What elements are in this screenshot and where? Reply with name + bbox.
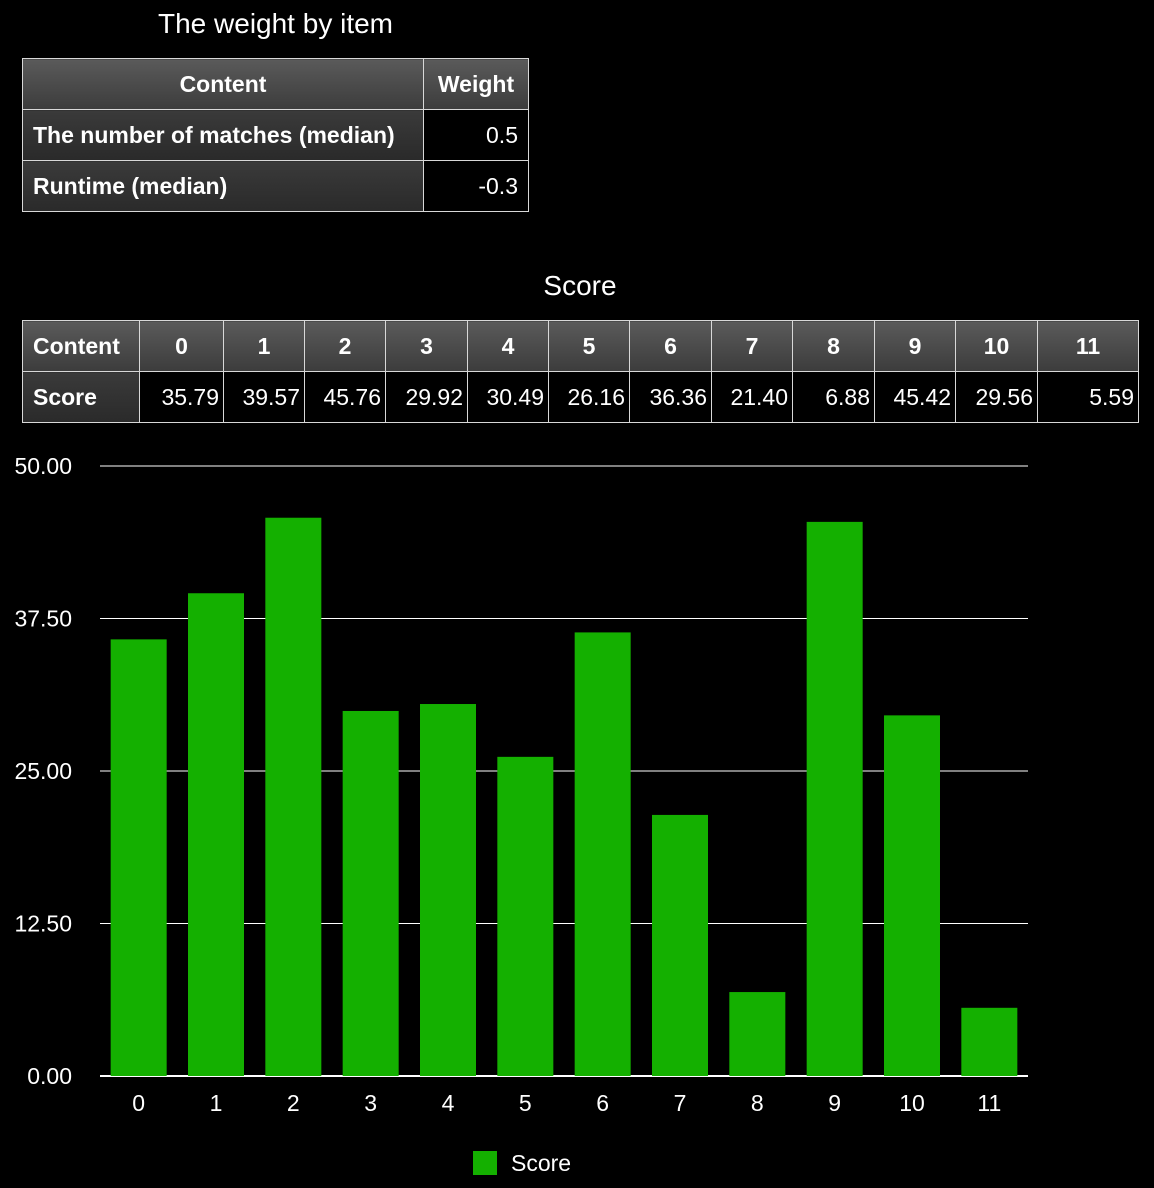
score-value-cell: 35.79 xyxy=(139,371,224,423)
bar xyxy=(265,517,322,1076)
bar xyxy=(110,639,167,1076)
bar xyxy=(884,715,940,1076)
weight-header-weight: Weight xyxy=(423,58,529,110)
weight-table-header-row: Content Weight xyxy=(22,58,529,110)
bars xyxy=(110,517,1018,1076)
x-tick-label: 0 xyxy=(132,1090,145,1116)
score-value-cell: 6.88 xyxy=(792,371,875,423)
x-tick-label: 10 xyxy=(899,1090,925,1116)
x-axis-ticks: 0 1 2 3 4 5 6 7 8 9 10 11 xyxy=(132,1090,1001,1116)
weight-row-label: Runtime (median) xyxy=(22,160,424,212)
score-value-cell: 45.42 xyxy=(874,371,956,423)
score-header-cell: 3 xyxy=(385,320,468,372)
bar xyxy=(574,632,631,1076)
weight-table: Content Weight The number of matches (me… xyxy=(22,58,529,212)
bar xyxy=(188,593,244,1076)
weight-table-row: Runtime (median) -0.3 xyxy=(22,160,529,212)
weight-header-content: Content xyxy=(22,58,424,110)
legend-label: Score xyxy=(511,1150,571,1176)
score-value-cell: 29.56 xyxy=(955,371,1038,423)
x-tick-label: 11 xyxy=(977,1090,1001,1116)
bar xyxy=(342,710,399,1076)
score-header-cell: 11 xyxy=(1037,320,1139,372)
score-value-cell: 39.57 xyxy=(223,371,305,423)
grid-lines xyxy=(100,465,1028,1077)
legend: Score xyxy=(473,1150,571,1176)
score-header-cell: 7 xyxy=(711,320,793,372)
score-value-cell: 21.40 xyxy=(711,371,793,423)
score-value-cell: 30.49 xyxy=(467,371,549,423)
bar xyxy=(420,704,476,1076)
x-tick-label: 1 xyxy=(210,1090,223,1116)
score-row-label: Score xyxy=(22,371,140,423)
weight-table-title: The weight by item xyxy=(158,8,393,39)
score-value-cell: 5.59 xyxy=(1037,371,1139,423)
x-tick-label: 2 xyxy=(287,1090,300,1116)
score-header-cell: 2 xyxy=(304,320,386,372)
bar xyxy=(961,1007,1018,1076)
score-header-cell: 1 xyxy=(223,320,305,372)
score-header-cell: 5 xyxy=(548,320,630,372)
bar xyxy=(729,992,786,1076)
x-tick-label: 8 xyxy=(751,1090,764,1116)
score-value-cell: 29.92 xyxy=(385,371,468,423)
weight-table-row: The number of matches (median) 0.5 xyxy=(22,109,529,161)
y-tick-label: 37.50 xyxy=(14,606,72,632)
score-header-cell: 8 xyxy=(792,320,875,372)
score-header-cell: 6 xyxy=(629,320,712,372)
score-table-header-row: Content 0 1 2 3 4 5 6 7 8 9 10 11 xyxy=(22,320,1139,372)
weight-row-label: The number of matches (median) xyxy=(22,109,424,161)
x-tick-label: 9 xyxy=(828,1090,841,1116)
score-header-cell: 9 xyxy=(874,320,956,372)
score-header-content: Content xyxy=(22,320,140,372)
y-tick-label: 25.00 xyxy=(14,758,72,784)
weight-row-value: -0.3 xyxy=(423,160,529,212)
score-value-cell: 26.16 xyxy=(548,371,630,423)
score-table-value-row: Score 35.79 39.57 45.76 29.92 30.49 26.1… xyxy=(22,371,1139,423)
y-tick-label: 12.50 xyxy=(14,911,72,937)
score-value-cell: 36.36 xyxy=(629,371,712,423)
bar xyxy=(497,756,554,1076)
y-tick-label: 0.00 xyxy=(27,1063,72,1089)
x-tick-label: 7 xyxy=(674,1090,687,1116)
x-tick-label: 3 xyxy=(364,1090,377,1116)
x-tick-label: 4 xyxy=(442,1090,455,1116)
y-tick-label: 50.00 xyxy=(14,453,72,479)
legend-swatch xyxy=(473,1151,497,1175)
x-tick-label: 6 xyxy=(596,1090,609,1116)
score-header-cell: 4 xyxy=(467,320,549,372)
score-header-cell: 10 xyxy=(955,320,1038,372)
y-axis-ticks: 0.00 12.50 25.00 37.50 50.00 xyxy=(14,453,72,1089)
score-table-title: Score xyxy=(543,270,617,301)
bar xyxy=(652,814,708,1076)
weight-row-value: 0.5 xyxy=(423,109,529,161)
bar xyxy=(806,521,863,1076)
score-value-cell: 45.76 xyxy=(304,371,386,423)
x-tick-label: 5 xyxy=(519,1090,532,1116)
score-header-cell: 0 xyxy=(139,320,224,372)
score-table: Content 0 1 2 3 4 5 6 7 8 9 10 11 Score … xyxy=(22,320,1139,423)
